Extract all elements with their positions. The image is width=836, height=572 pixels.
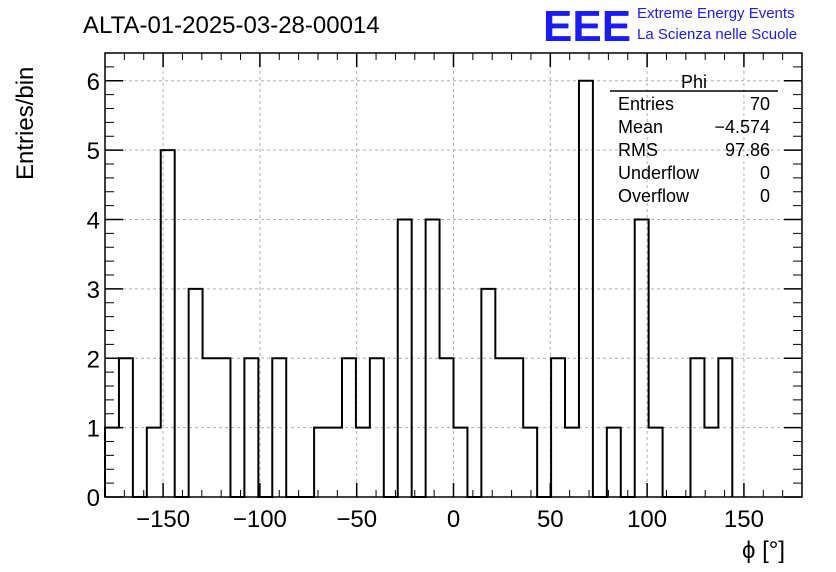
y-axis-label: Entries/bin	[12, 67, 39, 180]
x-tick-label: −150	[136, 506, 190, 533]
y-tick-label: 1	[87, 416, 100, 443]
stats-label: RMS	[618, 140, 658, 160]
eee-logo: EEE Extreme Energy Events La Scienza nel…	[543, 2, 797, 51]
stats-value: −4.574	[714, 117, 770, 137]
y-tick-label: 5	[87, 138, 100, 165]
x-tick-label: 50	[537, 506, 564, 533]
grid	[105, 53, 802, 497]
stats-value: 70	[750, 94, 770, 114]
x-tick-label: −100	[233, 506, 287, 533]
stats-label: Overflow	[618, 186, 690, 206]
eee-logo-mark: EEE	[543, 2, 631, 51]
y-tick-label: 0	[87, 485, 100, 512]
chart-title: ALTA-01-2025-03-28-00014	[83, 12, 380, 39]
logo-line-2: La Scienza nelle Scuole	[637, 26, 797, 43]
x-tick-label: 100	[627, 506, 667, 533]
y-tick-label: 6	[87, 69, 100, 96]
stats-value: 0	[760, 186, 770, 206]
y-tick-label: 2	[87, 346, 100, 373]
x-tick-label: 150	[724, 506, 764, 533]
logo-line-1: Extreme Energy Events	[637, 5, 795, 22]
axis-tick-labels: −150 −100 −50 0 50 100 150 0 1 2 3 4 5 6	[87, 69, 764, 533]
stats-box: Phi Entries 70 Mean −4.574 RMS 97.86 Underflow…	[610, 72, 778, 206]
x-tick-label: −50	[336, 506, 377, 533]
stats-label: Underflow	[618, 163, 700, 183]
x-tick-label: 0	[447, 506, 460, 533]
stats-label: Mean	[618, 117, 663, 137]
y-tick-label: 4	[87, 208, 100, 235]
stats-rows: Entries 70 Mean −4.574 RMS 97.86 Underflow 0 Ove…	[618, 94, 770, 206]
stats-value: 97.86	[725, 140, 770, 160]
axis-ticks	[105, 53, 802, 498]
y-tick-label: 3	[87, 277, 100, 304]
stats-value: 0	[760, 163, 770, 183]
x-axis-label: ϕ [°]	[742, 537, 785, 564]
stats-label: Entries	[618, 94, 674, 114]
stats-name: Phi	[681, 72, 707, 92]
